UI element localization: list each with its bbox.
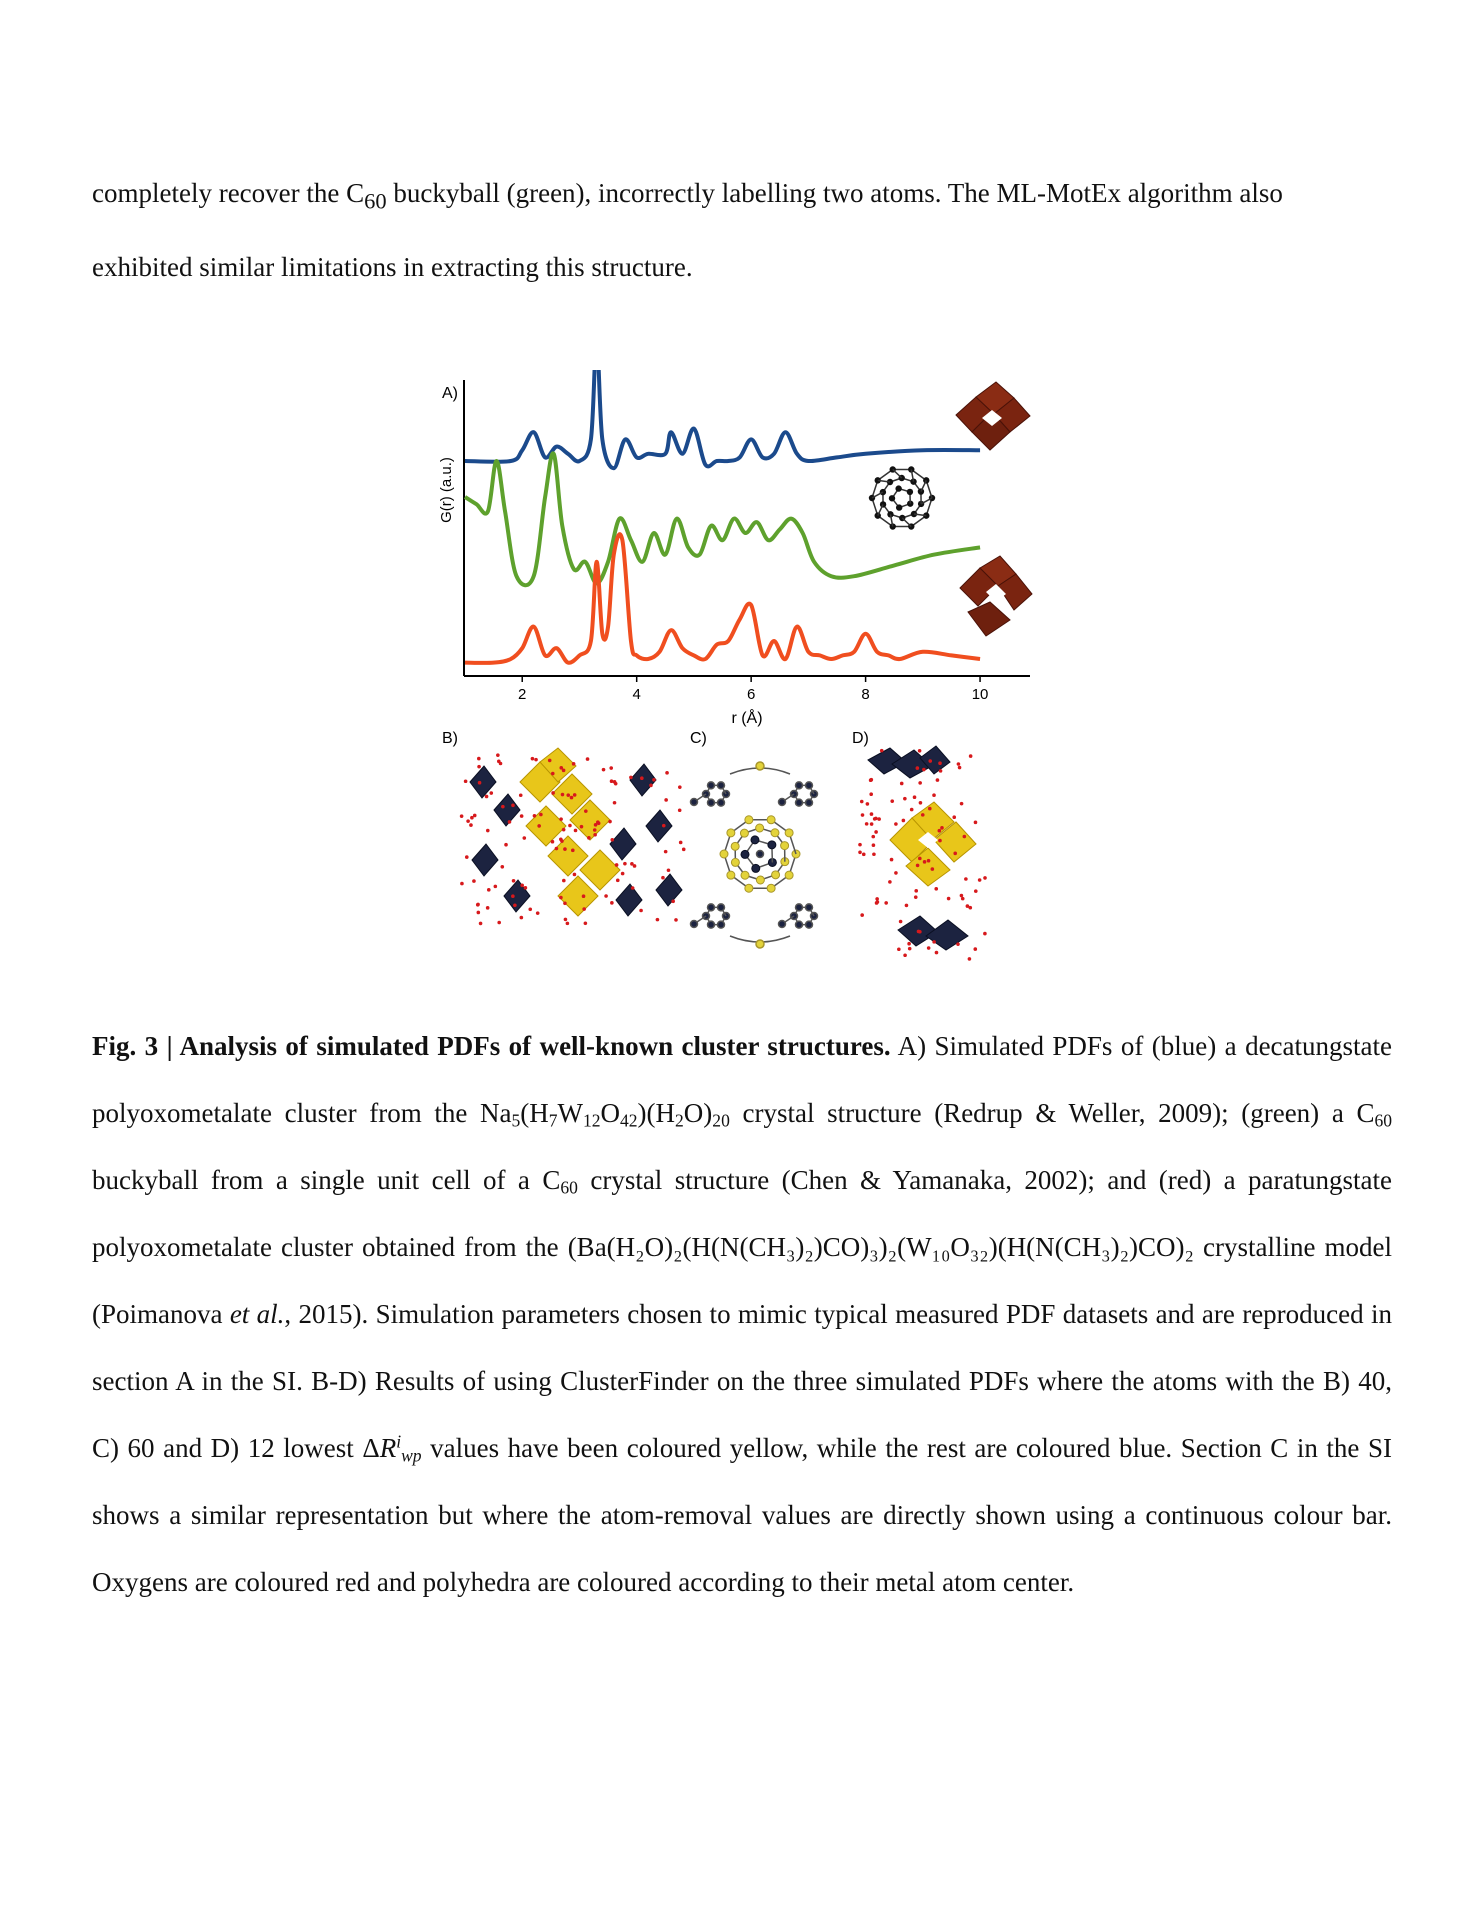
panel-a-label: A) <box>442 385 458 402</box>
x-axis-label: r (Å) <box>731 708 762 727</box>
x-tick-label: 10 <box>972 686 989 703</box>
x-tick-label: 8 <box>861 686 869 703</box>
c60-inset <box>868 466 936 530</box>
intro-text-2: exhibited similar limitations in extract… <box>92 252 693 283</box>
caption-text-1: A) Simulated PDFs of (blue) a decatungst… <box>92 1031 1392 1128</box>
pdf-curves <box>463 370 981 665</box>
y-axis-label: G(r) (a.u.) <box>438 457 455 523</box>
caption-text-5: crystalline model (Poimanova <box>92 1232 1392 1329</box>
figure-svg: A) G(r) (a.u.) 2 4 6 8 10 r (Å) B) C) D) <box>438 370 1033 961</box>
figure-3: A) G(r) (a.u.) 2 4 6 8 10 r (Å) B) C) D) <box>420 370 1060 1000</box>
x-tick-label: 2 <box>518 686 526 703</box>
intro-text-1: completely recover the C <box>92 178 365 208</box>
figure-caption: Fig. 3 | Analysis of simulated PDFs of w… <box>92 1031 1392 1597</box>
caption-title: Fig. 3 | Analysis of simulated PDFs of w… <box>92 1031 891 1061</box>
caption-etal: et al. <box>229 1299 285 1329</box>
delta-r-symbol: R <box>379 1433 397 1463</box>
x-ticks: 2 4 6 8 10 <box>518 676 988 703</box>
panel-d-structure <box>858 745 987 961</box>
panel-c-structure <box>689 761 819 949</box>
pdf-series-line <box>464 370 981 471</box>
x-tick-label: 6 <box>747 686 755 703</box>
pdf-series-line <box>464 532 981 665</box>
panel-d-label: D) <box>852 730 869 747</box>
caption-text-7: values have been coloured yellow, while … <box>92 1433 1392 1597</box>
intro-paragraph: completely recover the C60 buckyball (gr… <box>92 160 1392 301</box>
paratungstate-inset <box>959 555 1033 637</box>
pdf-series-line <box>463 451 981 588</box>
caption-text-2: crystal structure (Redrup & Weller, 2009… <box>729 1098 1375 1128</box>
decatungstate-inset <box>955 381 1031 451</box>
panel-b-label: B) <box>442 730 458 747</box>
intro-text-1-rest: buckyball (green), incorrectly labelling… <box>386 178 1283 208</box>
caption-text-3: buckyball from a single unit cell of a C <box>92 1165 561 1195</box>
caption-text-4: crystal structure (Chen & Yamanaka, 2002… <box>92 1165 1392 1262</box>
caption-text-6: , 2015). Simulation parameters chosen to… <box>92 1299 1392 1463</box>
intro-sub: 60 <box>364 188 387 214</box>
x-tick-label: 4 <box>633 686 641 703</box>
panel-c-label: C) <box>690 730 707 747</box>
panel-b-structure <box>459 747 686 926</box>
caption-formula: (Ba(H₂O)₂(H(N(CH₃)₂)CO)₃)₂(W₁₀O₃₂)(H(N(C… <box>567 1232 1194 1262</box>
